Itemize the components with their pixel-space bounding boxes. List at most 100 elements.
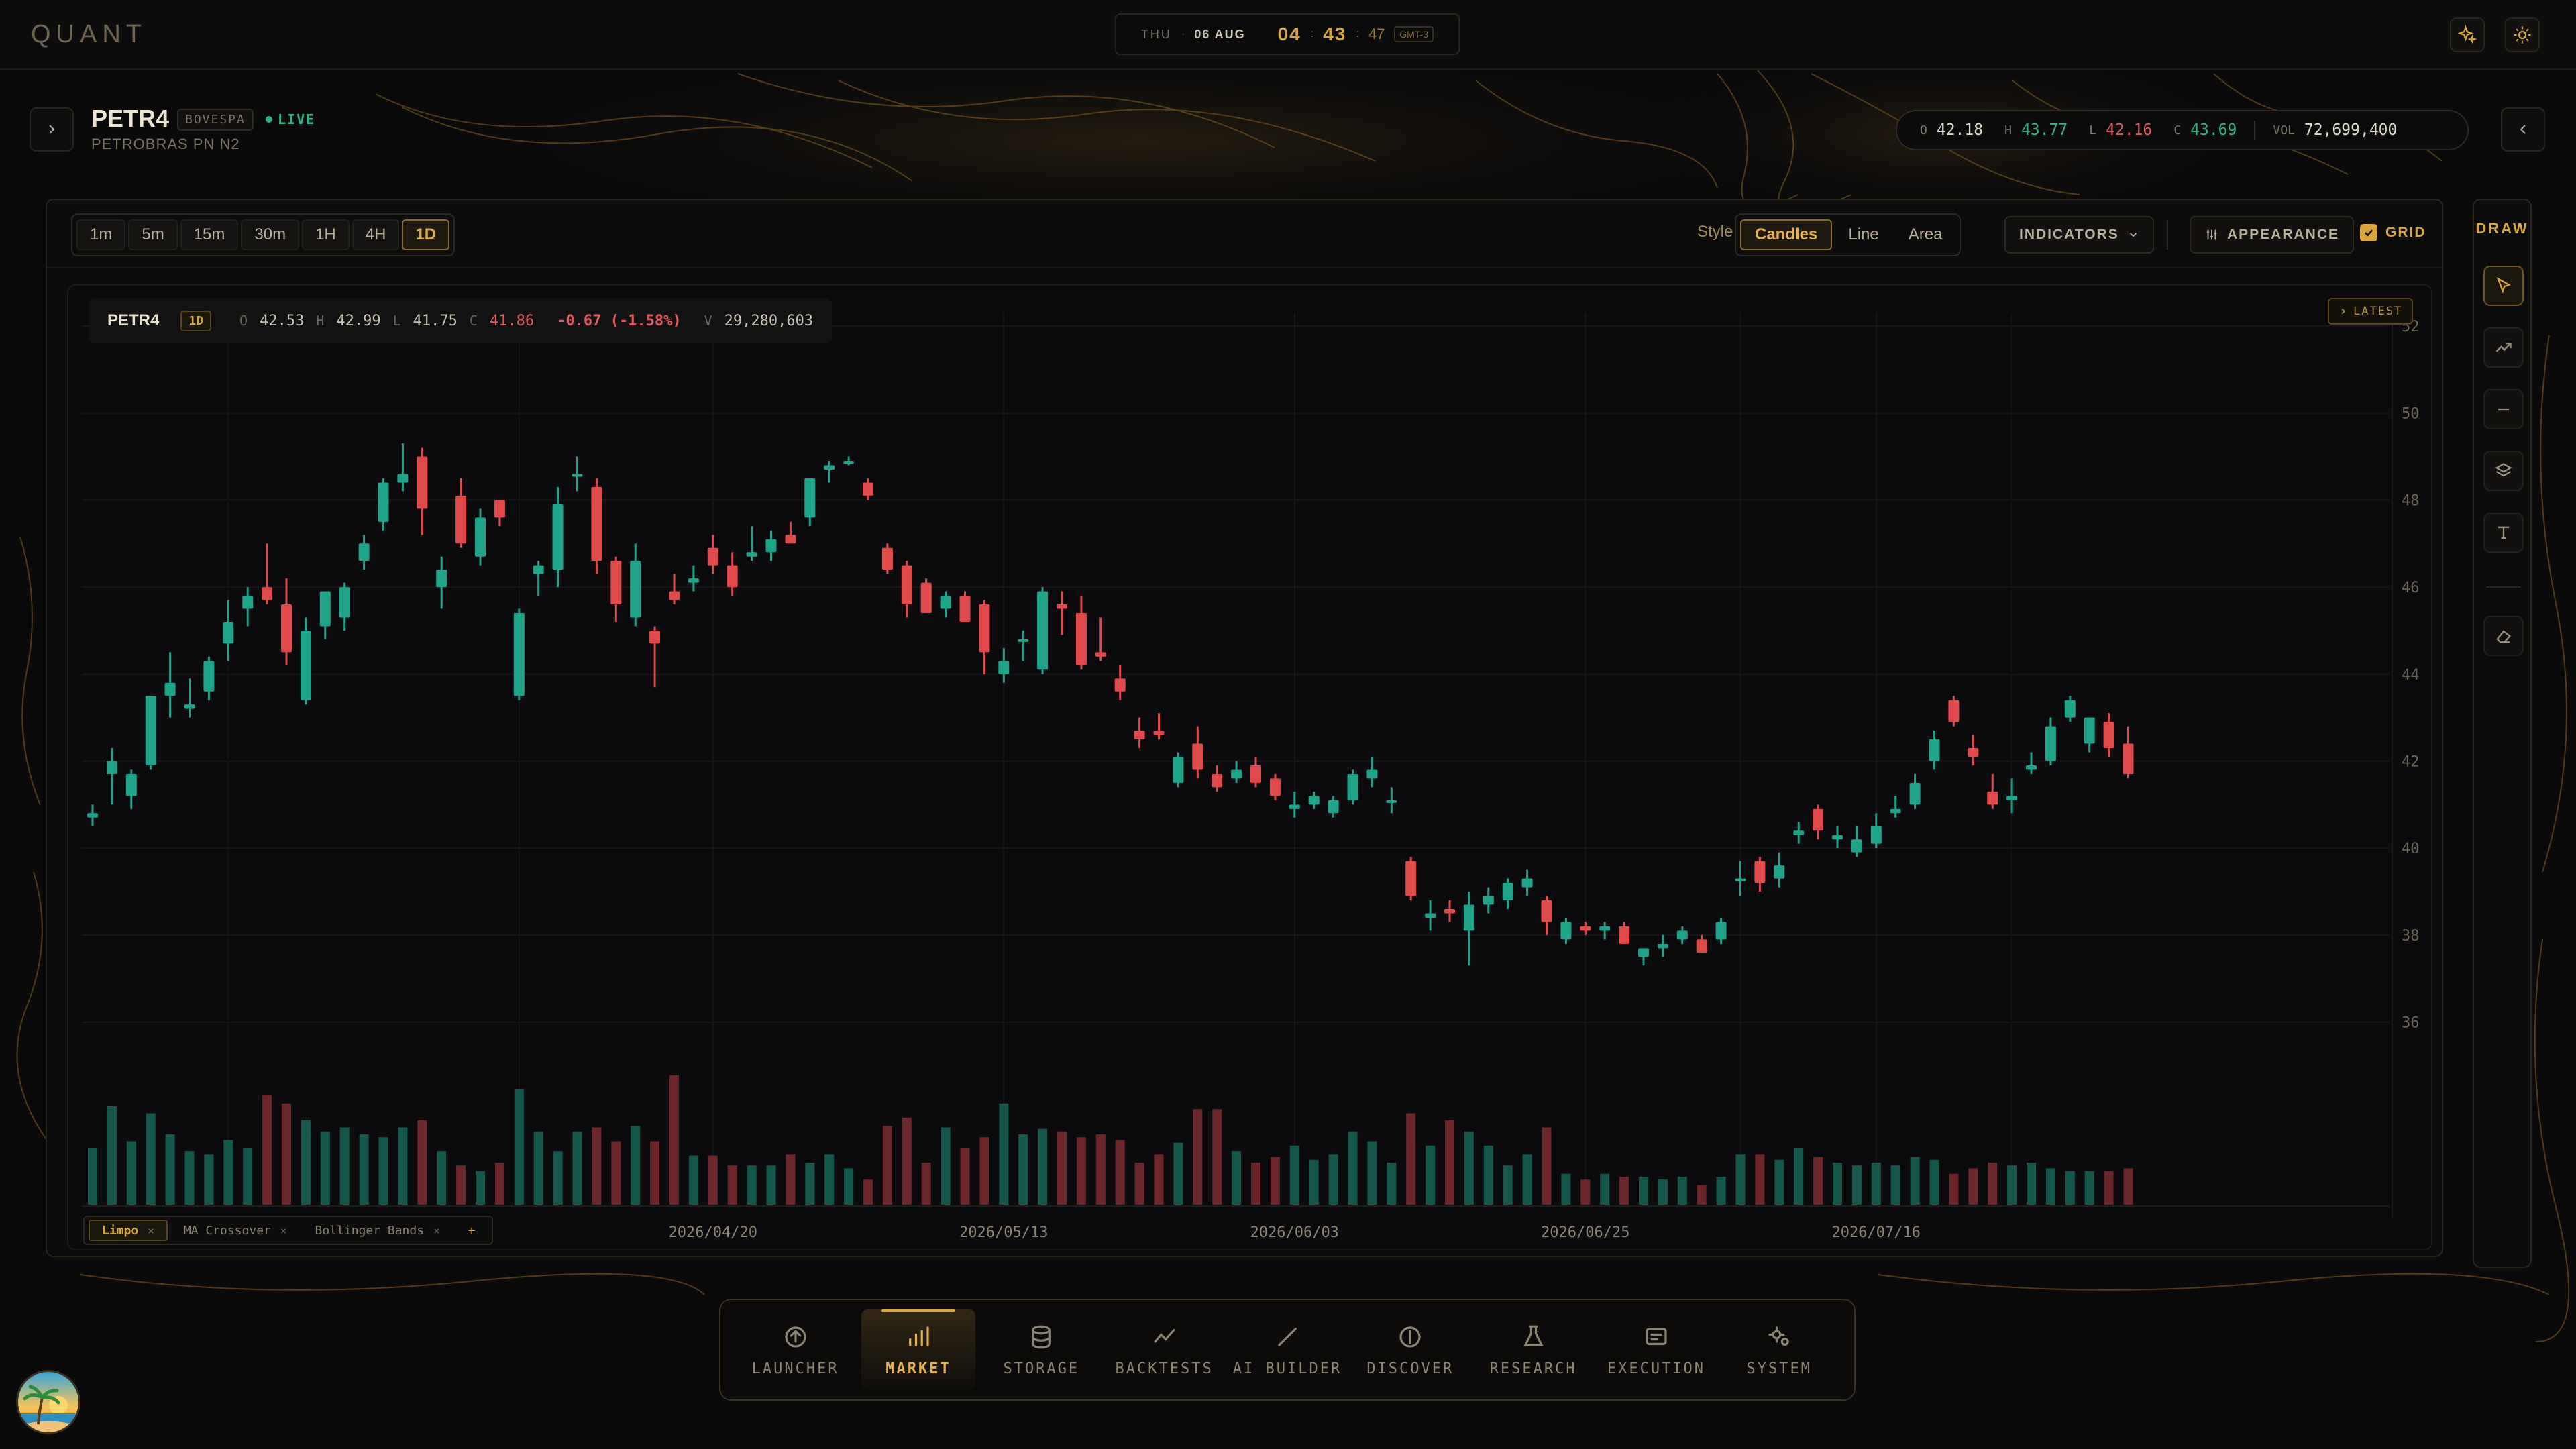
timeframe-5m-button[interactable]: 5m [128,219,178,250]
dock-research-button[interactable]: RESEARCH [1477,1309,1591,1390]
volume-bar [1232,1151,1242,1205]
style-candles-button[interactable]: Candles [1740,219,1833,250]
chart-area[interactable]: 36 38 40 42 44 46 48 50 52 2026/04/20 2026/05/13 2… [67,284,2432,1250]
candle-body [184,704,195,709]
timeframe-1d-button[interactable]: 1D [402,219,450,250]
timeframe-1h-button[interactable]: 1H [302,219,350,250]
candle-body [1114,678,1126,692]
volume-bar [1076,1137,1086,1205]
candle-body [707,547,718,566]
candle-body [2123,743,2134,774]
volume-bar [1658,1179,1668,1205]
ai-sparkle-button[interactable] [2450,17,2485,52]
text-tool-button[interactable] [2483,513,2524,553]
volume-bar [1542,1127,1552,1205]
grid-toggle[interactable]: GRID [2360,224,2426,241]
summary-open: 42.18 [1936,121,1984,139]
candle-body [979,604,990,653]
dock-launcher-button[interactable]: LAUNCHER [739,1309,853,1390]
chart-style-selector: Candles Line Area [1735,213,1962,256]
style-area-button[interactable]: Area [1908,225,1943,244]
appearance-button[interactable]: APPEARANCE [2190,216,2355,254]
right-panel-toggle-button[interactable] [2501,107,2545,152]
candle-body [513,613,525,696]
indicators-button[interactable]: INDICATORS [2004,216,2154,254]
candle-body [533,565,544,574]
volume-bar [1348,1131,1358,1205]
volume-bar [592,1127,602,1205]
volume-bar [494,1163,504,1205]
volume-bar [727,1165,737,1205]
volume-bar [979,1137,989,1205]
ticker-description: PETROBRAS PN N2 [91,136,240,152]
study-preset-limpo[interactable]: Limpo × [89,1220,168,1241]
volume-bar [320,1131,330,1205]
horizontal-line-tool-button[interactable] [2483,389,2524,429]
check-icon [2364,229,2373,237]
candle-body [1638,948,1649,957]
chevron-left-icon [2520,125,2526,134]
volume-bar [999,1103,1009,1205]
candle-body [1173,757,1184,783]
volume-bar [1561,1173,1571,1205]
volume-bar [398,1127,408,1205]
theme-toggle-button[interactable] [2505,17,2540,52]
dock-market-button[interactable]: MARKET [861,1309,975,1390]
volume-bar [301,1120,311,1205]
candle-body [1425,913,1436,918]
timeframe-4h-button[interactable]: 4H [352,219,400,250]
dock-discover-button[interactable]: DISCOVER [1353,1309,1467,1390]
dock-execution-button[interactable]: EXECUTION [1599,1309,1713,1390]
candle-body [1366,769,1378,779]
candle-body [2026,765,2037,770]
remove-study-icon[interactable]: × [148,1224,154,1237]
volume-bar [165,1134,175,1205]
remove-study-icon[interactable]: × [433,1224,440,1237]
volume-bar [1522,1154,1532,1205]
cursor-tool-button[interactable] [2483,266,2524,306]
dock-ai-builder-button[interactable]: AI BUILDER [1230,1309,1344,1390]
timeframe-15m-button[interactable]: 15m [180,219,239,250]
summary-high: 43.77 [2021,121,2068,139]
execution-icon [1646,1327,1667,1345]
add-study-button[interactable]: + [468,1223,476,1238]
trend-line-tool-button[interactable] [2483,327,2524,368]
eraser-tool-button[interactable] [2483,616,2524,656]
study-preset-ma-crossover[interactable]: MA Crossover × [183,1223,287,1238]
candle-body [688,578,699,583]
timeframe-30m-button[interactable]: 30m [241,219,300,250]
candle-body [881,547,893,570]
volume-bar [262,1095,272,1205]
candle-body [397,474,409,483]
text-icon [2498,526,2510,539]
volume-bar [631,1126,641,1205]
dock-system-button[interactable]: SYSTEM [1722,1309,1836,1390]
remove-study-icon[interactable]: × [280,1224,287,1237]
user-avatar[interactable] [16,1370,80,1434]
left-panel-toggle-button[interactable] [30,107,74,152]
candle-body [1075,613,1087,665]
latest-button[interactable]: LATEST [2328,298,2414,325]
volume-bar [1600,1173,1610,1205]
timeframe-selector: 1m 5m 15m 30m 1H 4H 1D [71,213,455,256]
volume-bar [204,1154,214,1205]
volume-bar [1193,1109,1203,1205]
grid-checkbox[interactable] [2360,224,2377,241]
draw-title: DRAW [2475,220,2529,237]
candle-body [1328,800,1339,814]
discover-icon [1399,1326,1421,1348]
style-line-button[interactable]: Line [1848,225,1879,244]
dock-storage-button[interactable]: STORAGE [984,1309,1098,1390]
timeframe-1m-button[interactable]: 1m [76,219,126,250]
chart-toolbar: 1m 5m 15m 30m 1H 4H 1D Style Candles Line Area I… [47,200,2442,268]
volume-bar [708,1155,718,1205]
app-logo: QUANT [31,20,147,48]
dock-backtests-button[interactable]: BACKTESTS [1108,1309,1222,1390]
volume-bar [2045,1168,2055,1205]
volume-bar [2084,1171,2094,1205]
layers-tool-button[interactable] [2483,451,2524,491]
study-preset-bollinger-bands[interactable]: Bollinger Bands × [315,1223,440,1238]
candle-body [1250,765,1261,783]
volume-bar [921,1163,931,1205]
